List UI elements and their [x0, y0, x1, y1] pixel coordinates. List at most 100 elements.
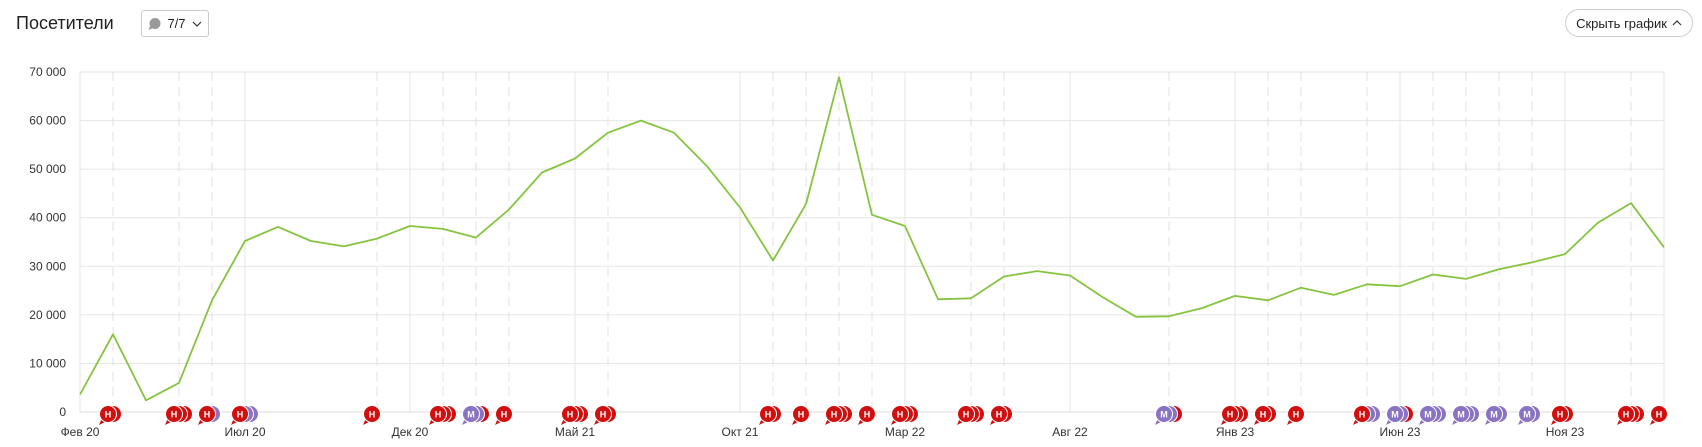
annotation-marker[interactable]: Н [957, 405, 985, 426]
visitors-series-line [79, 76, 1665, 402]
annotation-bubble-tail [1518, 418, 1526, 425]
annotation-marker[interactable]: Н [99, 405, 122, 426]
annotation-marker[interactable]: Н [759, 405, 782, 426]
annotation-bubble-icon [165, 405, 183, 423]
annotation-letter: Н [435, 410, 442, 420]
hide-chart-button[interactable]: Скрыть график [1565, 9, 1693, 37]
annotation-marker[interactable]: Н [858, 405, 876, 426]
annotation-bubble-tail [858, 418, 866, 425]
annotation-marker[interactable]: Н [594, 405, 617, 426]
annotation-bubble-tail [495, 418, 503, 425]
annotation-bubble-icon [1155, 405, 1173, 423]
annotation-marker[interactable]: Н [231, 405, 259, 426]
x-tick-label: Фев 20 [61, 425, 100, 439]
annotation-bubble-tail [1287, 418, 1295, 425]
y-tick-label: 50 000 [29, 162, 66, 176]
annotation-letter: М [467, 410, 475, 420]
x-tick-label: Июн 23 [1380, 425, 1421, 439]
annotation-letter: Н [831, 410, 838, 420]
y-tick-label: 20 000 [29, 308, 66, 322]
annotation-bubble-icon [1353, 405, 1371, 423]
annotation-marker[interactable]: Н [561, 405, 589, 426]
annotation-marker[interactable]: Н [1254, 405, 1277, 426]
annotation-bubble-icon [891, 405, 909, 423]
annotation-marker[interactable]: Н [198, 405, 221, 426]
x-tick-label: Май 21 [555, 425, 596, 439]
annotation-bubble-tail [1452, 418, 1460, 425]
page-title: Посетители [16, 13, 114, 33]
annotation-letter: Н [567, 410, 574, 420]
filter-count: 7/7 [167, 16, 186, 31]
annotation-marker[interactable]: Н [429, 405, 457, 426]
annotation-marker[interactable]: Н [891, 405, 919, 426]
annotation-bubble-tail [1254, 418, 1262, 425]
annotation-bubble-tail [891, 418, 899, 425]
annotation-letter: Н [1359, 410, 1366, 420]
annotation-letter: Н [897, 410, 904, 420]
annotation-marker[interactable]: Н [1287, 405, 1305, 426]
annotation-letter: Н [1293, 410, 1300, 420]
annotation-letter: Н [1260, 410, 1267, 420]
annotation-bubble-icon [1221, 405, 1239, 423]
annotation-letter: Н [1557, 410, 1564, 420]
annotation-bubble-icon [990, 405, 1008, 423]
annotation-bubble-icon [957, 405, 975, 423]
annotation-bubble-tail [594, 418, 602, 425]
annotation-bubble-icon [198, 405, 216, 423]
annotation-bubble-tail [1419, 418, 1427, 425]
hide-chart-label: Скрыть график [1576, 15, 1667, 31]
annotation-marker[interactable]: М [1452, 405, 1480, 426]
annotation-bubble-tail [1221, 418, 1229, 425]
annotation-letter: М [1391, 410, 1399, 420]
annotation-marker[interactable]: М [1419, 405, 1447, 426]
annotation-letter: Н [864, 410, 871, 420]
annotation-bubble-icon [1419, 405, 1437, 423]
annotations-filter-dropdown[interactable]: 7/7 [141, 10, 209, 37]
annotation-letter: Н [369, 410, 376, 420]
annotation-marker[interactable]: Н [1221, 405, 1249, 426]
annotation-letter: Н [1623, 410, 1630, 420]
y-tick-label: 40 000 [29, 211, 66, 225]
annotation-marker[interactable]: Н [1551, 405, 1574, 426]
annotation-marker[interactable]: М [1485, 405, 1508, 426]
annotation-letter: М [1457, 410, 1465, 420]
annotation-bubble-tail [1485, 418, 1493, 425]
annotation-marker[interactable]: Н [363, 405, 381, 426]
annotation-bubble-icon [231, 405, 249, 423]
annotation-bubble-tail [759, 418, 767, 425]
annotation-marker[interactable]: Н [165, 405, 193, 426]
annotation-bubble-tail [990, 418, 998, 425]
annotation-letter: Н [501, 410, 508, 420]
annotation-letter: Н [1656, 410, 1663, 420]
annotation-marker[interactable]: М [1518, 405, 1541, 426]
annotation-bubble-tail [792, 418, 800, 425]
annotation-bubble-icon [1287, 405, 1305, 423]
annotation-marker[interactable]: Н [1353, 405, 1381, 426]
annotation-marker[interactable]: Н [990, 405, 1013, 426]
annotation-bubble-icon [1485, 405, 1503, 423]
annotation-bubble-tail [198, 418, 206, 425]
annotation-bubble-tail [165, 418, 173, 425]
annotation-bubble-icon [1617, 405, 1635, 423]
annotation-bubble-icon [561, 405, 579, 423]
annotation-marker[interactable]: Н [792, 405, 810, 426]
annotation-bubble-icon [1254, 405, 1272, 423]
annotation-marker[interactable]: Н [1650, 405, 1668, 426]
annotation-marker[interactable]: Н [825, 405, 853, 426]
annotation-marker[interactable]: М [1386, 405, 1414, 426]
chevron-up-icon [1672, 20, 1682, 26]
annotation-bubble-tail [1650, 418, 1658, 425]
annotation-letter: М [1490, 410, 1498, 420]
annotation-marker[interactable]: М [462, 405, 490, 426]
annotation-bubble-icon [1551, 405, 1569, 423]
annotation-marker[interactable]: М [1155, 405, 1183, 426]
annotation-bubble-icon [363, 405, 381, 423]
x-tick-label: Дек 20 [392, 425, 429, 439]
y-tick-label: 30 000 [29, 259, 66, 273]
annotation-bubble-tail [825, 418, 833, 425]
annotation-marker[interactable]: Н [495, 405, 513, 426]
annotation-marker[interactable]: Н [1617, 405, 1645, 426]
annotation-letter: Н [204, 410, 211, 420]
chevron-down-icon [192, 21, 201, 27]
annotation-bubble-icon [462, 405, 480, 423]
